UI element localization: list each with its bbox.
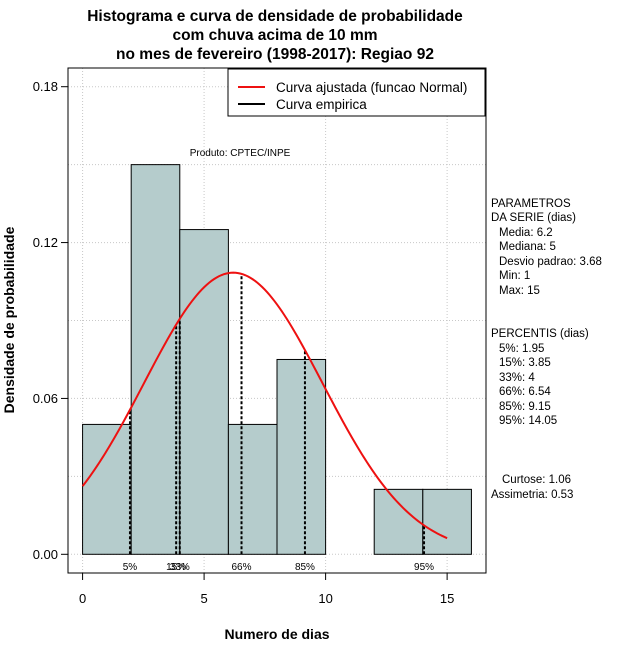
x-axis-label: Numero de dias — [224, 626, 329, 642]
y-axis: 0.00 0.06 0.12 0.18 — [33, 79, 69, 562]
y-tick-label: 0.06 — [33, 391, 58, 406]
title-line-2: com chuva acima de 10 mm — [172, 27, 377, 44]
percentile-label: 95% — [414, 562, 434, 573]
percentile-label: 15% — [166, 562, 186, 573]
histogram-bar — [227, 423, 278, 555]
percentis-title: PERCENTIS (dias) — [491, 328, 589, 340]
x-axis: 0 5 10 15 — [79, 572, 454, 606]
percentil-15: 15%: 3.85 — [499, 357, 551, 369]
percentil-66: 66%: 6.54 — [499, 386, 551, 398]
assimetria-value: Assimetria: 0.53 — [491, 489, 573, 501]
y-tick-label: 0.00 — [33, 547, 58, 562]
histogram-bar — [179, 229, 229, 555]
x-tick-label: 15 — [440, 591, 454, 606]
chart-title: Histograma e curva de densidade de proba… — [87, 8, 463, 63]
title-line-1: Histograma e curva de densidade de proba… — [87, 8, 463, 25]
y-tick-label: 0.12 — [33, 235, 58, 250]
histogram-bar — [82, 423, 132, 555]
percentil-33: 33%: 4 — [499, 372, 535, 384]
normal-curve — [81, 271, 448, 540]
percentil-5: 5%: 1.95 — [499, 343, 544, 355]
histogram-bar — [276, 358, 327, 555]
histogram-bar — [422, 488, 472, 555]
percentile-label: 5% — [123, 562, 138, 573]
param-mediana: Mediana: 5 — [499, 241, 556, 253]
title-line-3: no mes de fevereiro (1998-2017): Regiao … — [116, 46, 434, 63]
x-tick-label: 10 — [318, 591, 332, 606]
y-axis-label: Densidade de probabilidade — [1, 226, 17, 413]
param-max: Max: 15 — [499, 285, 540, 297]
legend-box — [227, 68, 486, 117]
curtose-value: Curtose: 1.06 — [502, 474, 571, 486]
percentil-95: 95%: 14.05 — [499, 415, 557, 427]
product-annotation: Produto: CPTEC/INPE — [190, 148, 291, 159]
param-media: Media: 6.2 — [499, 227, 553, 239]
legend-label-normal: Curva ajustada (funcao Normal) — [276, 80, 467, 95]
normal-curve-group — [81, 271, 448, 540]
percentil-85: 85%: 9.15 — [499, 401, 551, 413]
params-title-2: DA SERIE (dias) — [491, 212, 576, 224]
param-desvio: Desvio padrao: 3.68 — [499, 256, 602, 268]
percentile-label: 85% — [295, 562, 315, 573]
percentile-lines: 5% 15%33% 66% 85% 95% — [123, 273, 434, 573]
histogram-bars — [82, 164, 472, 555]
histogram-bar — [373, 488, 424, 555]
legend-label-empirical: Curva empirica — [276, 97, 367, 112]
percentile-label: 33% — [170, 562, 190, 573]
y-tick-label: 0.18 — [33, 79, 58, 94]
side-panel: PARAMETROS DA SERIE (dias) Media: 6.2 Me… — [491, 198, 602, 501]
legend: Curva ajustada (funcao Normal) Curva emp… — [227, 68, 486, 117]
x-tick-label: 5 — [200, 591, 207, 606]
params-title-1: PARAMETROS — [491, 198, 571, 210]
percentile-label: 66% — [232, 562, 252, 573]
x-tick-label: 0 — [79, 591, 86, 606]
param-min: Min: 1 — [499, 270, 530, 282]
